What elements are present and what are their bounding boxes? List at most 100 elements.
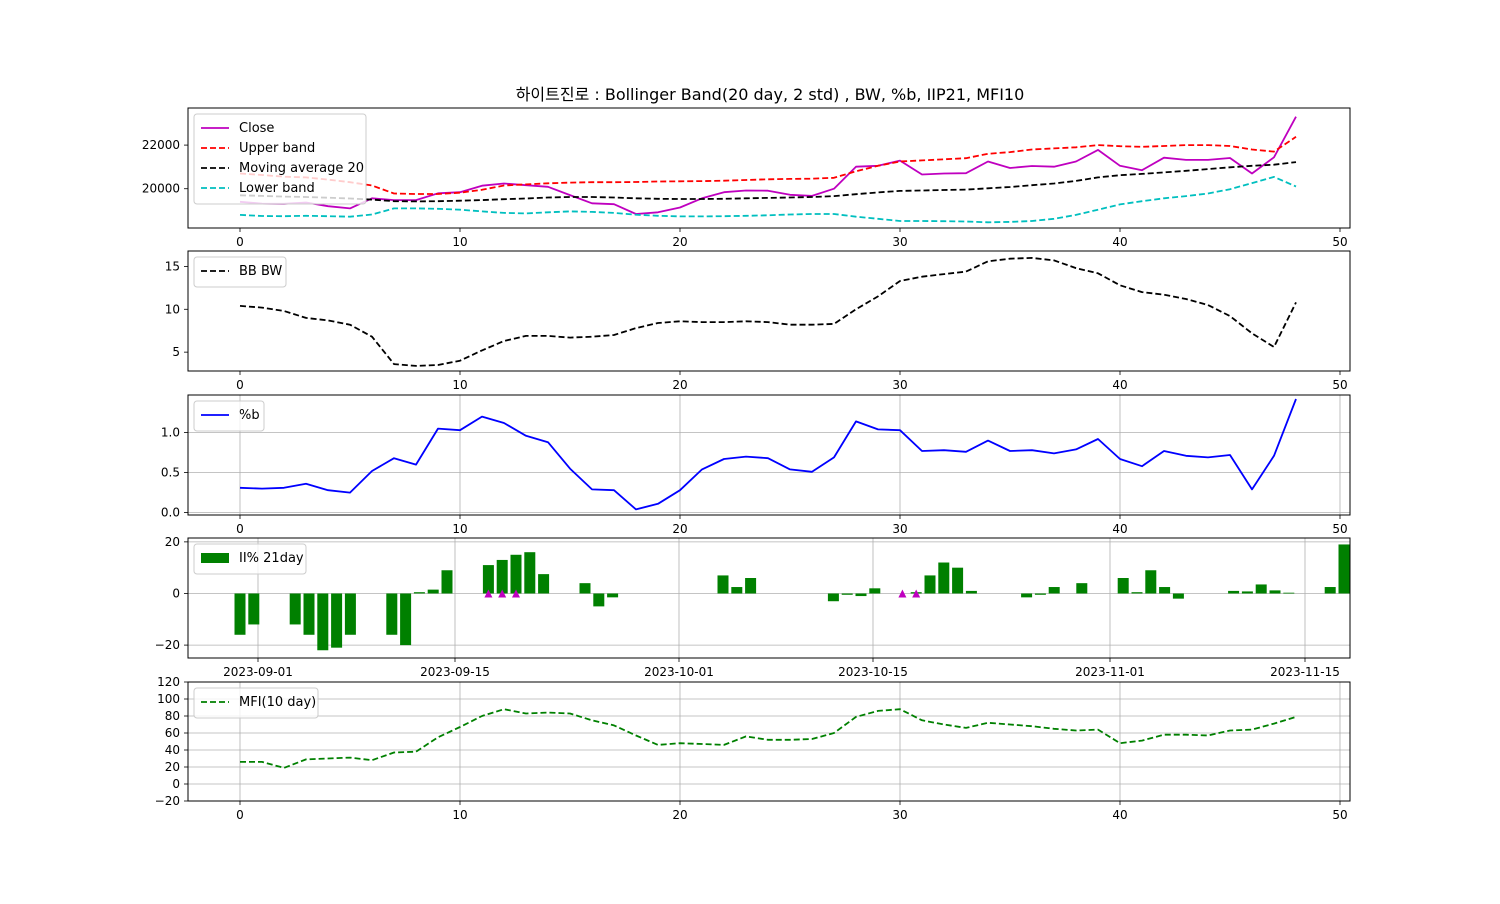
- panel-frame: [187, 394, 1351, 516]
- x-tick-label: 30: [892, 235, 907, 249]
- legend-label: Moving average 20: [239, 161, 364, 176]
- x-tick-label: 20: [672, 808, 687, 822]
- plot-area: [239, 116, 1297, 224]
- legend-box: [193, 400, 265, 432]
- x-tick-label: 2023-09-01: [223, 665, 293, 679]
- x-tick-label: 40: [1112, 235, 1127, 249]
- x-tick-label: 50: [1332, 378, 1347, 392]
- bar: [1324, 587, 1336, 594]
- plot-area: [234, 544, 1350, 651]
- bar: [855, 593, 867, 597]
- bar: [938, 562, 950, 594]
- legend: Close Upper band Moving average 20 Lower ba…: [193, 113, 367, 205]
- bar: [731, 587, 743, 594]
- bar: [400, 593, 412, 646]
- y-tick-label: −20: [155, 794, 180, 808]
- bar: [317, 593, 329, 651]
- y-tick-label: 5: [172, 345, 180, 359]
- bar: [607, 593, 619, 598]
- bar: [1172, 593, 1184, 599]
- bar: [1021, 593, 1033, 598]
- x-tick-label: 0: [236, 235, 244, 249]
- bar: [1117, 578, 1129, 594]
- y-tick-label: 0.0: [161, 506, 180, 520]
- series-line-bb-bw: [239, 256, 1297, 367]
- series-line-mfi-10-day-: [240, 708, 1297, 769]
- y-tick-label: 1.0: [161, 426, 180, 440]
- panel-frame: [187, 250, 1351, 372]
- bar: [952, 567, 964, 594]
- x-tick-label: 2023-11-01: [1075, 665, 1145, 679]
- bar: [841, 593, 853, 595]
- y-tick-label: 15: [165, 259, 180, 273]
- legend-label: II% 21day: [239, 551, 304, 566]
- bar: [1338, 544, 1350, 594]
- bar: [441, 570, 453, 594]
- bar: [827, 593, 839, 602]
- series-line-moving-average-20: [239, 161, 1297, 203]
- plot-area: [240, 708, 1297, 769]
- chart-title: 하이트진로 : Bollinger Band(20 day, 2 std) , …: [516, 85, 1025, 104]
- bar: [289, 593, 301, 625]
- bar: [524, 552, 536, 594]
- y-tick-label: 22000: [142, 138, 180, 152]
- series-line-upper-band: [239, 136, 1297, 195]
- series-line--b: [239, 398, 1297, 511]
- bar: [344, 593, 356, 635]
- x-tick-label: 10: [452, 808, 467, 822]
- legend-label: MFI(10 day): [239, 695, 316, 710]
- legend-label: BB BW: [239, 264, 282, 279]
- legend-swatch: [201, 553, 229, 563]
- signal-marker: [512, 589, 520, 598]
- panel-2: 0 10 20 30 40 50 5 10 15 BB BW: [165, 250, 1351, 392]
- plot-area: [239, 256, 1297, 367]
- bar: [248, 593, 260, 625]
- y-tick-label: 0: [172, 777, 180, 791]
- panel-4: 2023-09-01 2023-09-15 2023-10-01 2023-10-15…: [155, 535, 1351, 679]
- bar: [510, 554, 522, 594]
- bar: [717, 575, 729, 594]
- y-tick-label: 60: [165, 726, 180, 740]
- x-tick-label: 2023-09-15: [420, 665, 490, 679]
- series-line-lower-band: [239, 175, 1297, 224]
- panel-frame: [187, 107, 1351, 229]
- y-tick-label: 120: [157, 675, 180, 689]
- bar: [1131, 592, 1143, 594]
- legend-label: %b: [239, 408, 260, 423]
- x-tick-label: 20: [672, 522, 687, 536]
- legend: BB BW: [193, 256, 287, 288]
- plot-area: [239, 398, 1297, 511]
- x-tick-label: 20: [672, 378, 687, 392]
- series-line-close: [239, 116, 1297, 215]
- legend: II% 21day: [193, 543, 307, 575]
- legend-box: [193, 687, 319, 719]
- bar: [331, 593, 343, 648]
- legend: %b: [193, 400, 265, 432]
- bar: [386, 593, 398, 635]
- y-tick-label: 0: [172, 586, 180, 600]
- bar: [1159, 587, 1171, 594]
- x-tick-label: 30: [892, 522, 907, 536]
- bar: [579, 583, 591, 594]
- y-tick-label: 0.5: [161, 466, 180, 480]
- bar: [745, 578, 757, 594]
- bar: [924, 575, 936, 594]
- bar: [1255, 584, 1267, 594]
- y-tick-label: 10: [165, 302, 180, 316]
- x-tick-label: 10: [452, 235, 467, 249]
- y-tick-label: 20: [165, 535, 180, 549]
- x-tick-label: 40: [1112, 522, 1127, 536]
- y-tick-label: 20000: [142, 182, 180, 196]
- bar: [965, 590, 977, 594]
- bar: [1076, 583, 1088, 594]
- y-tick-label: 100: [157, 692, 180, 706]
- bar: [593, 593, 605, 607]
- panel-frame: [187, 537, 1351, 659]
- x-tick-label: 30: [892, 378, 907, 392]
- bar: [1269, 590, 1281, 594]
- bar: [1034, 593, 1046, 595]
- x-tick-label: 2023-11-15: [1270, 665, 1340, 679]
- y-tick-label: 80: [165, 709, 180, 723]
